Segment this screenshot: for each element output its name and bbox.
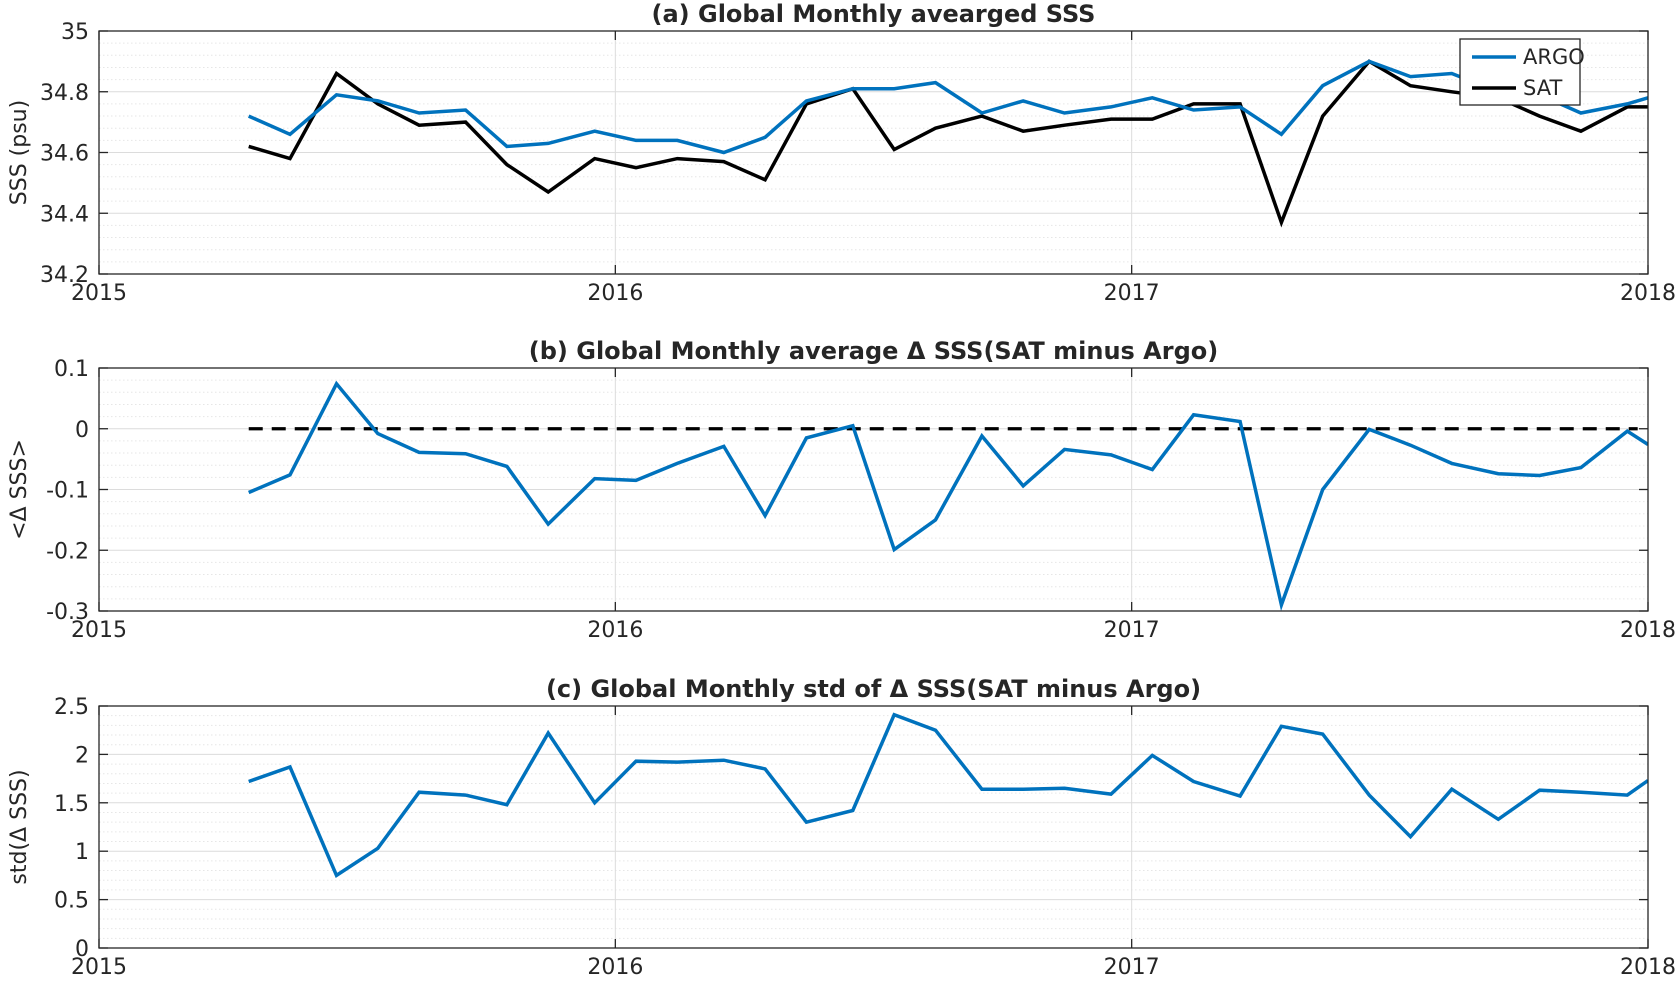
x-tick-label: 2016 [587, 618, 643, 643]
panel-b-title: (b) Global Monthly average Δ SSS(SAT min… [529, 337, 1218, 365]
y-tick-label: 0 [75, 418, 89, 443]
panel-a-ylabel: SSS (psu) [7, 100, 32, 205]
panel-b-ticks: -0.3 -0.2 -0.1 0 0.1 2015 2016 2017 2018 [46, 357, 1676, 643]
panel-c: 0 0.5 1 1.5 2 2.5 2015 2016 2017 2018 (c) Global … [7, 675, 1676, 980]
x-tick-label: 2018 [1620, 618, 1676, 643]
sat-series-line [248, 59, 1648, 228]
y-tick-label: 1.5 [54, 792, 89, 817]
panel-a: 34.2 34.4 34.6 34.8 35 2015 2016 2017 2018 (a) G… [7, 0, 1676, 306]
panel-c-title: (c) Global Monthly std of Δ SSS(SAT minu… [546, 675, 1201, 703]
panel-b-ylabel: <Δ SSS> [7, 439, 32, 540]
panel-a-ticks: 34.2 34.4 34.6 34.8 35 2015 2016 2017 2018 [40, 20, 1676, 306]
panel-b-series [248, 380, 1648, 611]
y-tick-label: 0.5 [54, 889, 89, 914]
y-tick-label: -0.2 [46, 539, 89, 564]
legend-box [1459, 38, 1581, 106]
y-tick-label: 34.4 [40, 202, 89, 227]
y-tick-label: 34.8 [40, 81, 89, 106]
x-tick-label: 2015 [71, 618, 127, 643]
panel-c-ylabel: std(Δ SSS) [7, 769, 32, 884]
x-tick-label: 2016 [587, 955, 643, 980]
y-tick-label: 35 [61, 20, 89, 45]
y-tick-label: 2 [75, 743, 89, 768]
panel-b: -0.3 -0.2 -0.1 0 0.1 2015 2016 2017 2018 (b) Glo… [7, 337, 1676, 643]
x-tick-label: 2018 [1620, 955, 1676, 980]
x-tick-label: 2017 [1104, 955, 1160, 980]
panel-a-title: (a) Global Monthly avearged SSS [652, 0, 1096, 28]
panel-a-legend: ARGO SAT [1459, 38, 1585, 106]
y-tick-label: 2.5 [54, 695, 89, 720]
x-tick-label: 2017 [1104, 281, 1160, 306]
y-tick-label: 1 [75, 840, 89, 865]
x-tick-label: 2015 [71, 955, 127, 980]
y-tick-label: 34.2 [40, 263, 89, 288]
y-tick-label: -0.3 [46, 600, 89, 625]
y-tick-label: 34.6 [40, 142, 89, 167]
panel-c-axes-box [98, 705, 1649, 949]
panel-a-series [247, 59, 1648, 228]
x-tick-label: 2016 [587, 281, 643, 306]
x-tick-label: 2018 [1620, 281, 1676, 306]
panel-c-series [248, 712, 1648, 879]
x-tick-label: 2015 [71, 281, 127, 306]
y-tick-label: 0.1 [54, 357, 89, 382]
argo-series-line [247, 59, 1648, 155]
y-tick-label: 0 [75, 937, 89, 962]
y-tick-label: -0.1 [46, 479, 89, 504]
panel-c-ticks: 0 0.5 1 1.5 2 2.5 2015 2016 2017 2018 [54, 695, 1676, 980]
delta-series-line [248, 380, 1648, 611]
legend-label-sat: SAT [1523, 76, 1562, 100]
legend-label-argo: ARGO [1523, 45, 1585, 69]
x-tick-label: 2017 [1104, 618, 1160, 643]
delta-series-line [248, 712, 1648, 879]
